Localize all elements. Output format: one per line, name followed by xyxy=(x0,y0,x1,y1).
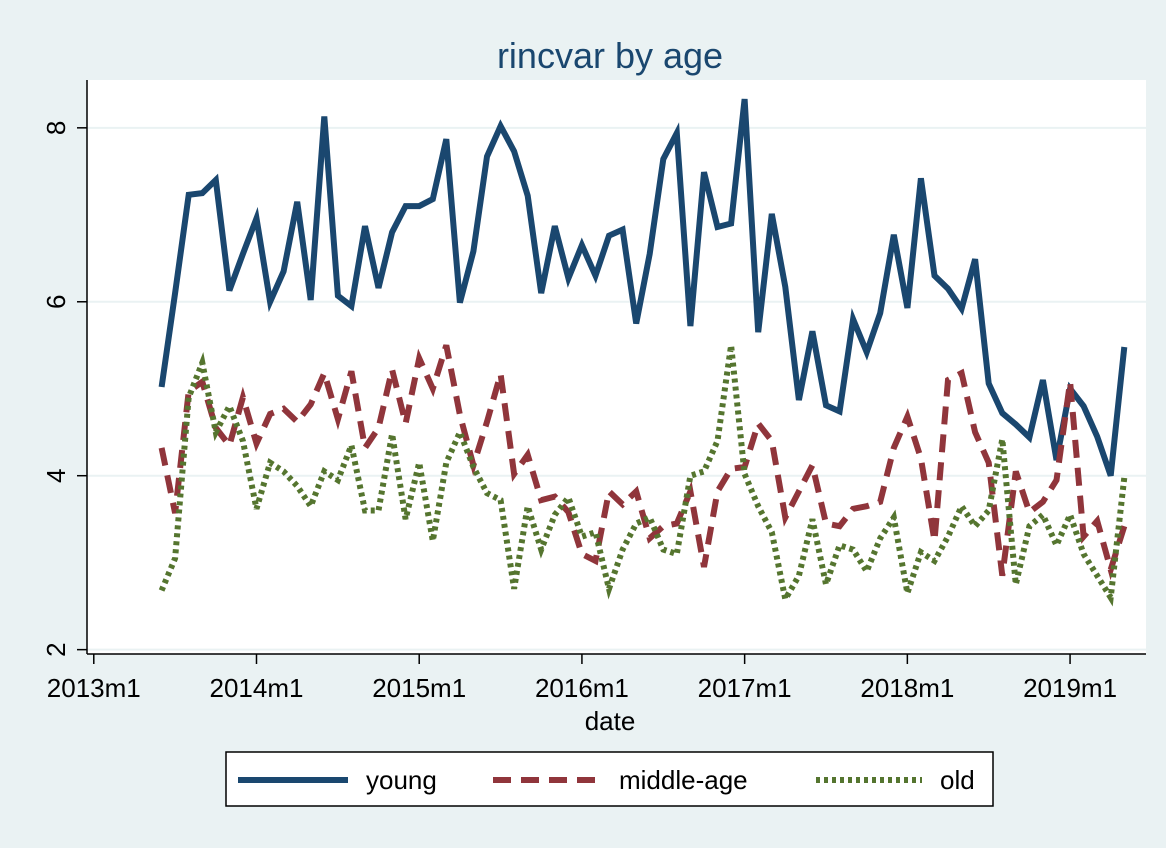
legend-label-middle-age: middle-age xyxy=(619,765,748,795)
series-line-young xyxy=(158,98,1128,477)
y-tick-label: 6 xyxy=(41,295,71,309)
legend-label-young: young xyxy=(366,765,437,795)
y-tick-label: 2 xyxy=(41,642,71,656)
plot-background xyxy=(87,80,1146,654)
series-line-old xyxy=(158,344,1128,608)
x-axis-ticks: 2013m1 2014m1 2015m1 2016m1 2017m1 2018m1 2019… xyxy=(47,654,1117,703)
y-tick-label: 8 xyxy=(41,121,71,135)
x-tick-label: 2014m1 xyxy=(210,673,304,703)
y-tick-label: 4 xyxy=(41,468,71,482)
x-tick-label: 2013m1 xyxy=(47,673,141,703)
x-tick-label: 2017m1 xyxy=(698,673,792,703)
x-tick-label: 2018m1 xyxy=(860,673,954,703)
series-line-middle-age xyxy=(158,344,1128,581)
series-lines xyxy=(158,98,1128,608)
axes xyxy=(86,80,1146,655)
x-tick-label: 2015m1 xyxy=(372,673,466,703)
y-axis-ticks: 2 4 6 8 xyxy=(41,121,87,657)
chart-title: rincvar by age xyxy=(497,35,723,76)
x-tick-label: 2019m1 xyxy=(1023,673,1117,703)
legend: young middle-age old xyxy=(225,751,994,807)
legend-label-old: old xyxy=(940,765,975,795)
x-axis-title: date xyxy=(585,706,636,736)
x-tick-label: 2016m1 xyxy=(535,673,629,703)
